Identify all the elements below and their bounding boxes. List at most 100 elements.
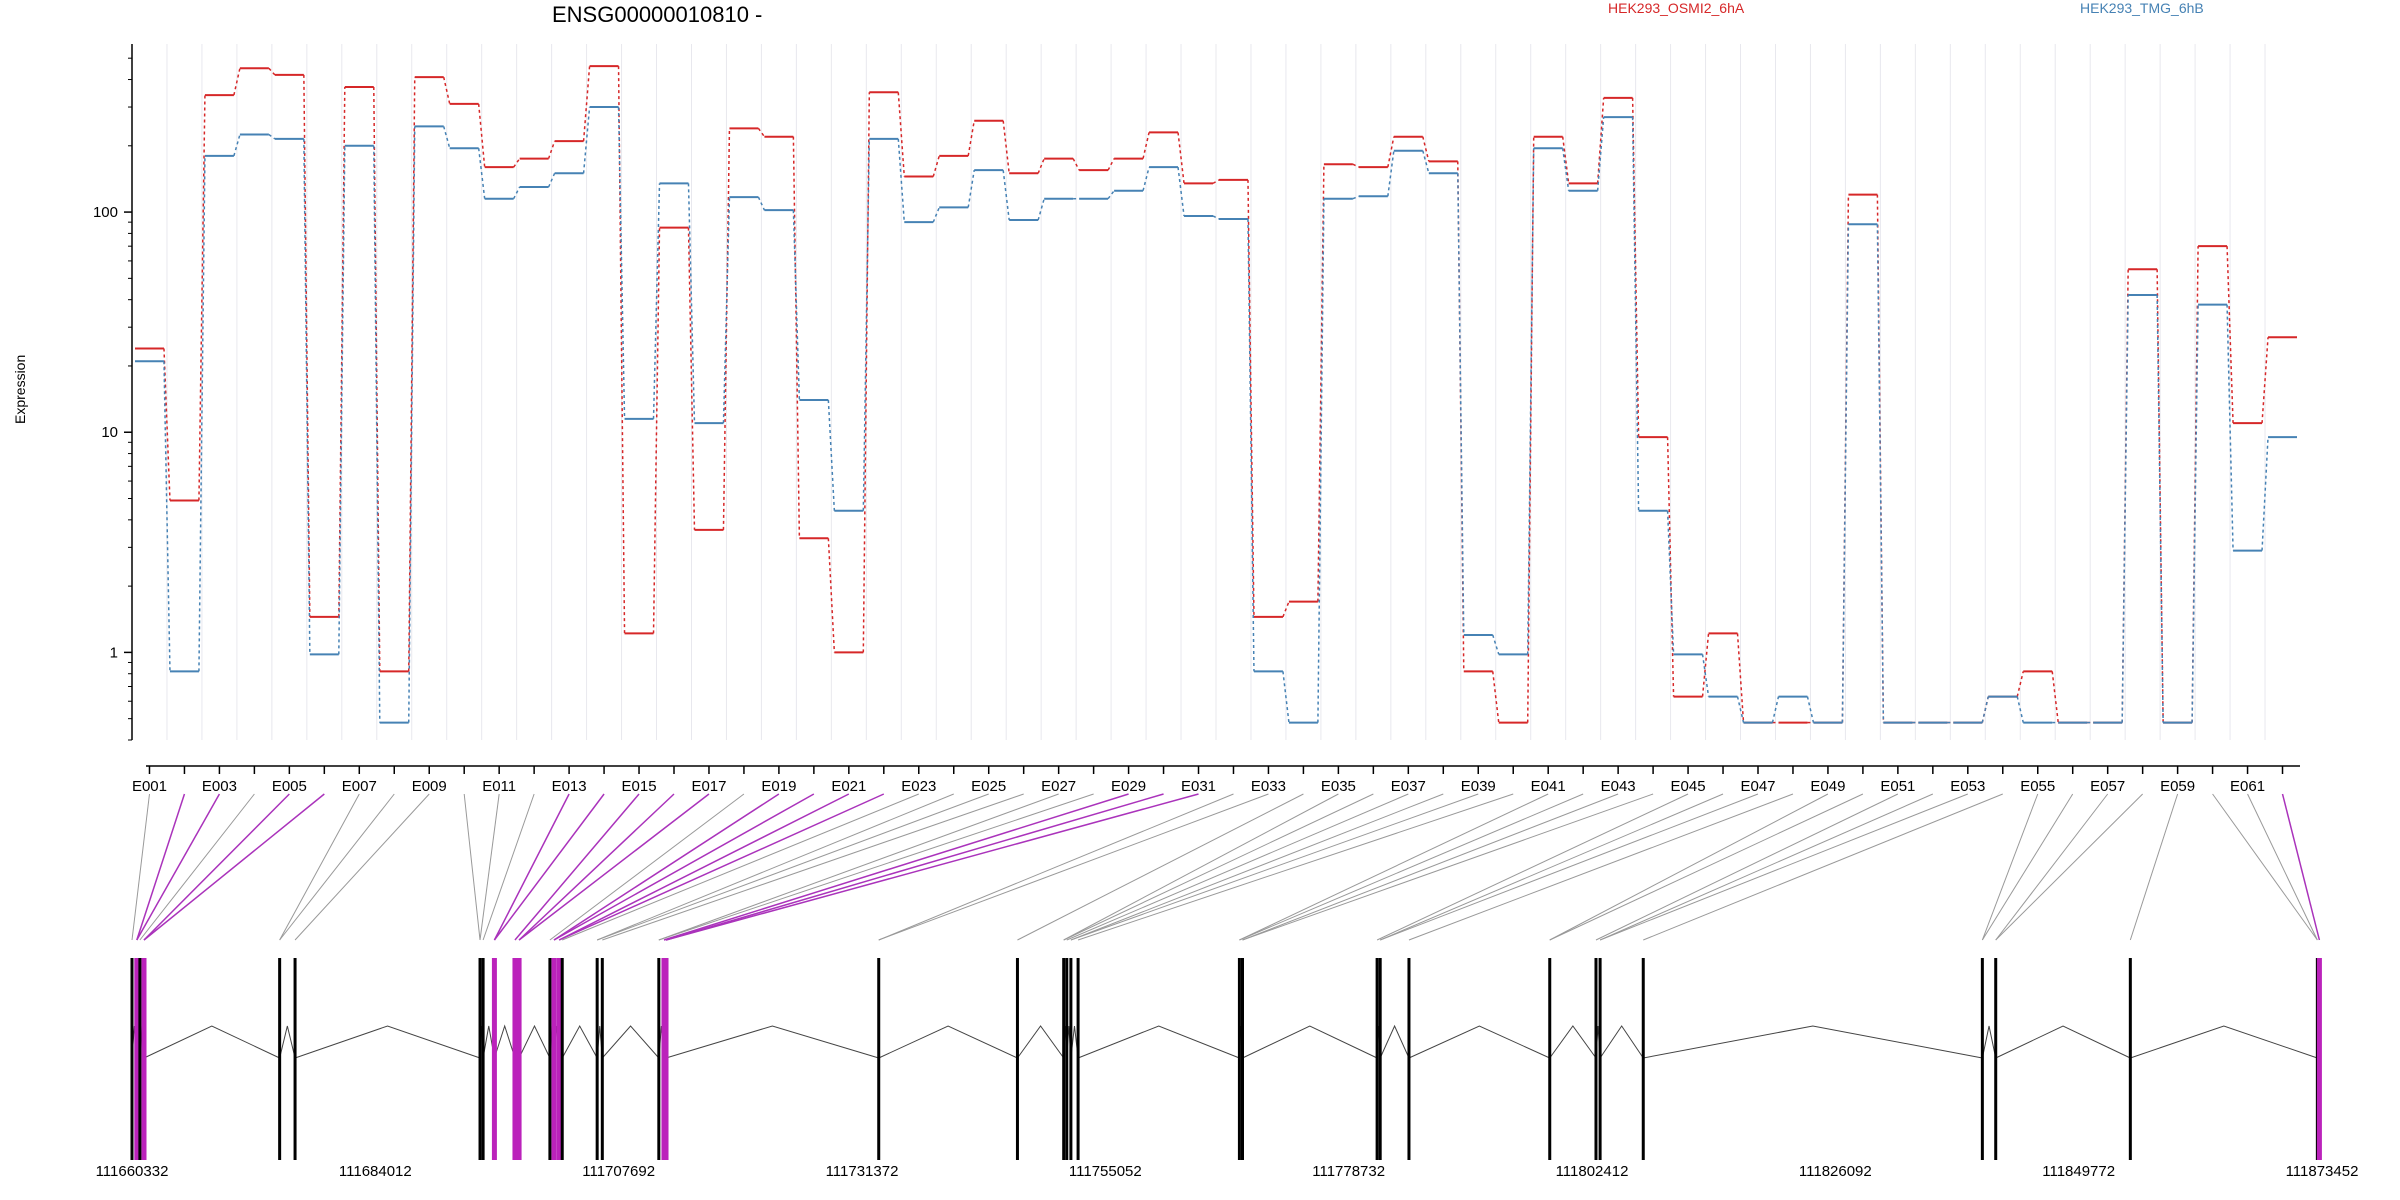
exon-connector — [2129, 793, 2179, 941]
series-1-connector — [1107, 158, 1115, 171]
genomic-tick-label: 111755052 — [1069, 1163, 1142, 1180]
x-tick-label: E015 — [622, 778, 657, 795]
x-tick-label: E061 — [2230, 778, 2265, 795]
exon-connector — [596, 793, 954, 941]
genomic-tick-label: 111826092 — [1799, 1163, 1872, 1180]
series-1-connector — [1142, 132, 1150, 159]
exon-bar — [663, 958, 669, 1160]
x-tick-label: E043 — [1601, 778, 1636, 795]
series-2-connector — [1736, 696, 1745, 723]
series-2-connector — [1107, 190, 1115, 200]
intron-arc — [1981, 1025, 1997, 1059]
series-1-connector — [1037, 158, 1045, 174]
series-2-connector — [932, 207, 940, 223]
exon-bar — [1594, 958, 1598, 1160]
series-1-connector — [513, 158, 521, 168]
exon-bar — [548, 958, 552, 1160]
exon-connector — [658, 793, 1059, 941]
exon-connector — [878, 793, 1234, 941]
y-tick-label: 10 — [101, 424, 118, 441]
exon-connector — [279, 793, 360, 941]
series-1-connector — [233, 68, 241, 96]
genomic-tick-label: 111802412 — [1556, 1163, 1629, 1180]
series-2-connector — [1526, 148, 1535, 655]
series-1-connector — [1072, 158, 1080, 171]
exon-bar — [877, 958, 881, 1160]
series-2-connector — [582, 106, 591, 174]
genomic-tick-label: 111731372 — [826, 1163, 899, 1180]
series-1-connector — [1002, 120, 1010, 174]
x-tick-label: E057 — [2090, 778, 2125, 795]
genomic-tick-label: 111684012 — [339, 1163, 412, 1180]
series-1-connector — [1212, 179, 1220, 185]
series-1-connector — [1177, 132, 1185, 184]
series-1-connector — [2261, 337, 2269, 424]
intron-arc — [279, 1025, 296, 1059]
exon-bar — [130, 958, 134, 1160]
x-tick-label: E021 — [831, 778, 866, 795]
x-tick-label: E053 — [1950, 778, 1985, 795]
series-1-connector — [757, 127, 766, 138]
legend-series-1: HEK293_OSMI2_6hA — [1608, 0, 1745, 16]
series-2-connector — [163, 361, 171, 672]
series-1-connector — [2051, 671, 2059, 723]
intron-arc — [1549, 1025, 1597, 1059]
intron-arc — [518, 1024, 551, 1059]
exon-bar — [1240, 958, 1244, 1160]
series-2-connector — [1002, 170, 1010, 221]
genomic-tick-label: 111660332 — [96, 1163, 169, 1180]
exon-bar — [278, 958, 282, 1160]
series-2-connector — [1806, 696, 1815, 723]
x-tick-label: E019 — [761, 778, 796, 795]
genomic-tick-label: 111778732 — [1312, 1163, 1385, 1180]
x-tick-label: E023 — [901, 778, 936, 795]
x-tick-label: E051 — [1880, 778, 1915, 795]
x-tick-label: E037 — [1391, 778, 1426, 795]
x-tick-label: E047 — [1740, 778, 1775, 795]
exon-connector — [1599, 793, 1934, 941]
intron-arc — [1077, 1025, 1240, 1059]
exon-connector — [514, 793, 640, 941]
series-2-connector — [967, 170, 975, 208]
exon-connector — [549, 793, 745, 941]
exon-bar — [1407, 958, 1411, 1160]
exon-connector — [1408, 793, 1794, 941]
exon-connector — [665, 793, 1199, 941]
series-2-connector — [1981, 696, 1990, 723]
series-2-connector — [617, 107, 626, 419]
series-1-connector — [1387, 136, 1395, 168]
exon-bar — [1548, 958, 1552, 1160]
series-2-connector — [792, 210, 801, 401]
intron-arc — [493, 1024, 516, 1059]
series-1-connector — [1736, 633, 1745, 723]
series-1-connector — [198, 95, 206, 501]
series-1-connector — [1701, 633, 1710, 697]
series-2-connector — [1177, 167, 1185, 217]
x-tick-label: E001 — [132, 778, 167, 795]
series-1-connector — [163, 348, 171, 501]
exon-bar — [481, 958, 485, 1160]
series-1-connector — [477, 103, 486, 168]
exon-bar — [134, 958, 140, 1160]
exon-connector — [1063, 793, 1339, 941]
exon-connector — [1595, 793, 1899, 941]
series-2-connector — [268, 133, 276, 140]
exon-bar — [512, 958, 518, 1160]
exon-connector — [1239, 793, 1584, 941]
y-tick-label: 100 — [93, 204, 118, 221]
genomic-tick-label: 111707692 — [582, 1163, 655, 1180]
exon-connector — [1981, 793, 2074, 941]
series-1-connector — [897, 92, 906, 177]
series-1-connector — [652, 227, 661, 634]
exon-connector — [553, 793, 815, 941]
series-2-connector — [2191, 304, 2199, 723]
exon-bar — [478, 958, 482, 1160]
exon-connector — [1376, 793, 1689, 941]
x-tick-label: E031 — [1181, 778, 1216, 795]
series-2-connector — [1142, 166, 1150, 191]
x-tick-label: E045 — [1671, 778, 1706, 795]
exon-bar — [1076, 958, 1080, 1160]
exon-connector — [1066, 793, 1409, 941]
series-2-connector — [1212, 215, 1220, 220]
x-tick-label: E041 — [1531, 778, 1566, 795]
